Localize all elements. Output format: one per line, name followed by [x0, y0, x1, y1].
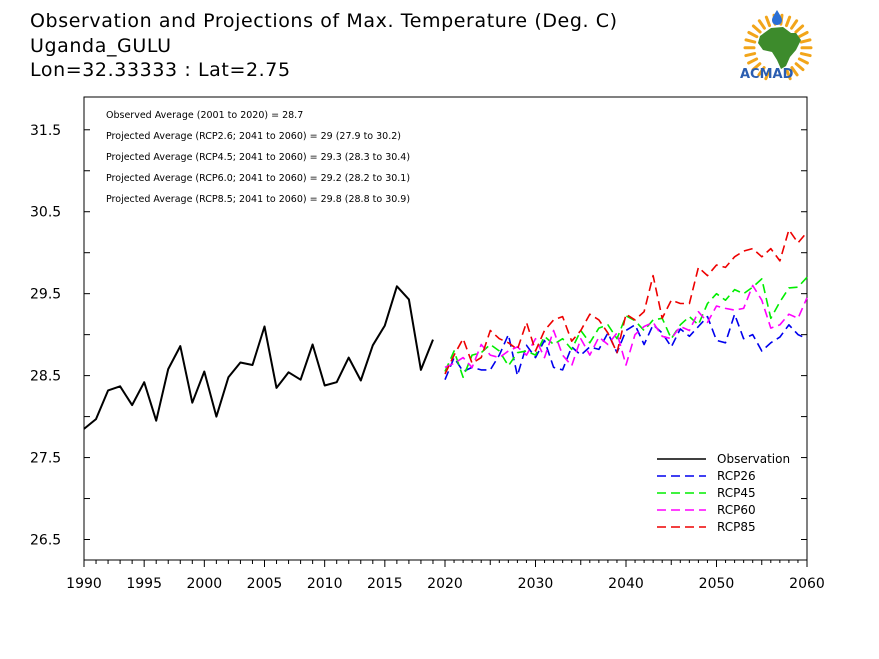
x-tick-label: 2015 — [367, 576, 403, 592]
y-tick-label: 30.5 — [30, 205, 61, 221]
sun-ray — [797, 57, 809, 65]
y-tick-label: 26.5 — [30, 533, 61, 549]
x-tick-label: 2030 — [518, 576, 554, 592]
x-axis: 1990 1995 2000 2005 2010 2015 2020 2030 2040 2050… — [66, 560, 825, 592]
annotation-observed: Observed Average (2001 to 2020) = 28.7 — [106, 110, 303, 121]
legend-label-observation: Observation — [717, 452, 790, 466]
plot-frame — [83, 96, 808, 561]
legend-label-rcp45: RCP45 — [717, 486, 756, 500]
sun-ray — [784, 15, 792, 28]
sun-ray — [744, 38, 757, 44]
x-tick-label: 2020 — [427, 576, 463, 592]
station-name: Uganda_GULU — [30, 35, 172, 57]
annotation-rcp60: Projected Average (RCP6.0; 2041 to 2060)… — [106, 173, 410, 184]
x-tick-label: 2040 — [608, 576, 644, 592]
water-drop-icon — [772, 10, 782, 25]
x-tick-label: 1990 — [66, 576, 102, 592]
coordinates: Lon=32.33333 : Lat=2.75 — [30, 59, 291, 81]
x-tick-label: 2050 — [699, 576, 735, 592]
x-tick-label: 2000 — [187, 576, 223, 592]
y-tick-label: 28.5 — [30, 369, 61, 385]
acmad-logo: ACMAD — [740, 10, 813, 82]
sun-ray — [744, 52, 757, 58]
x-tick-label: 2010 — [307, 576, 343, 592]
annotation-rcp85: Projected Average (RCP8.5; 2041 to 2060)… — [106, 194, 410, 205]
annotation-rcp26: Projected Average (RCP2.6; 2041 to 2060)… — [106, 131, 401, 142]
sun-ray — [751, 62, 762, 72]
legend: Observation RCP26 RCP45 RCP60 RCP85 — [657, 452, 790, 534]
x-tick-label: 2005 — [247, 576, 283, 592]
sun-ray — [794, 62, 805, 72]
series-line-rcp45 — [444, 276, 808, 379]
x-tick-label: 1995 — [126, 576, 162, 592]
series-line-observation — [83, 285, 434, 430]
y-tick-label: 31.5 — [30, 123, 61, 139]
sun-ray — [797, 30, 809, 39]
y-axis: 26.5 27.5 28.5 29.5 30.5 31.5 — [30, 123, 807, 549]
x-tick-label: 2060 — [789, 576, 825, 592]
sun-ray — [757, 19, 766, 30]
y-tick-label: 29.5 — [30, 287, 61, 303]
sun-ray — [747, 57, 759, 65]
sun-ray — [785, 68, 792, 81]
legend-label-rcp26: RCP26 — [717, 469, 756, 483]
series-layer — [83, 229, 808, 430]
sun-ray — [799, 52, 812, 58]
sun-ray — [751, 24, 762, 34]
legend-label-rcp60: RCP60 — [717, 503, 756, 517]
annotation-block: Observed Average (2001 to 2020) = 28.7 P… — [106, 110, 410, 205]
sun-ray — [794, 24, 805, 34]
sun-ray — [790, 19, 799, 30]
annotation-rcp45: Projected Average (RCP4.5; 2041 to 2060)… — [106, 152, 410, 163]
legend-label-rcp85: RCP85 — [717, 520, 756, 534]
chart-title: Observation and Projections of Max. Temp… — [30, 10, 618, 32]
sun-ray — [790, 66, 799, 77]
sun-ray — [764, 68, 771, 81]
sun-ray — [799, 38, 812, 44]
sun-ray — [764, 15, 772, 28]
africa-map-icon — [758, 27, 801, 69]
sun-ray — [757, 66, 766, 77]
sun-ray — [747, 30, 759, 39]
y-tick-label: 27.5 — [30, 451, 61, 467]
series-line-rcp85 — [444, 229, 808, 375]
logo-text: ACMAD — [740, 67, 794, 82]
series-line-rcp60 — [444, 284, 808, 369]
series-line-rcp26 — [444, 313, 808, 381]
